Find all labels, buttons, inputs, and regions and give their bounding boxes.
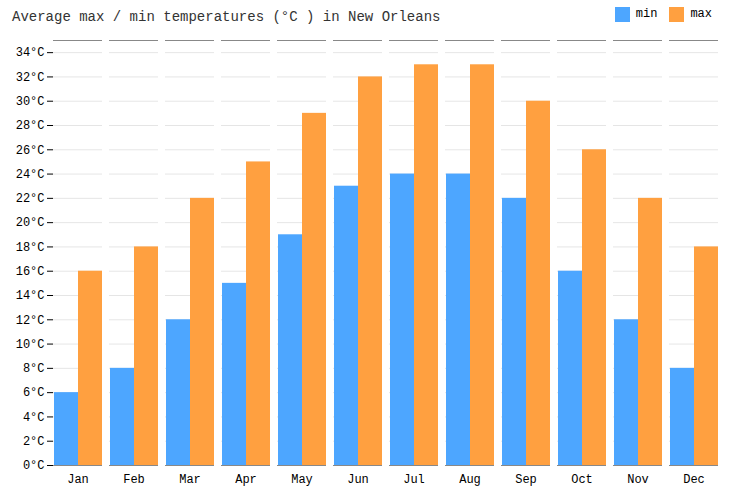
svg-text:Aug: Aug: [459, 473, 481, 487]
svg-text:28°C: 28°C: [16, 119, 45, 133]
svg-text:Mar: Mar: [179, 473, 201, 487]
svg-text:2°C: 2°C: [23, 435, 45, 449]
svg-text:Nov: Nov: [627, 473, 649, 487]
svg-text:34°C: 34°C: [16, 46, 45, 60]
svg-text:10°C: 10°C: [16, 338, 45, 352]
svg-text:Sep: Sep: [515, 473, 537, 487]
svg-text:4°C: 4°C: [23, 411, 45, 425]
svg-text:12°C: 12°C: [16, 314, 45, 328]
svg-text:0°C: 0°C: [23, 459, 45, 473]
svg-text:8°C: 8°C: [23, 362, 45, 376]
svg-text:18°C: 18°C: [16, 241, 45, 255]
svg-text:24°C: 24°C: [16, 168, 45, 182]
svg-text:Apr: Apr: [235, 473, 257, 487]
svg-text:Jan: Jan: [67, 473, 89, 487]
svg-text:22°C: 22°C: [16, 192, 45, 206]
html-text:Average max / min temperatures: Average max / min temperatures (°C ) in …: [12, 9, 441, 25]
svg-text:20°C: 20°C: [16, 216, 45, 230]
svg-text:Oct: Oct: [571, 473, 593, 487]
html-text:min: min: [635, 7, 658, 21]
svg-text:Jun: Jun: [347, 473, 369, 487]
html-text:max: max: [690, 7, 712, 21]
svg-text:Dec: Dec: [683, 473, 705, 487]
svg-text:26°C: 26°C: [16, 144, 45, 158]
svg-text:32°C: 32°C: [16, 71, 45, 85]
svg-text:Jul: Jul: [403, 473, 425, 487]
svg-text:30°C: 30°C: [16, 95, 45, 109]
svg-text:16°C: 16°C: [16, 265, 45, 279]
svg-text:6°C: 6°C: [23, 386, 45, 400]
svg-text:Feb: Feb: [123, 473, 145, 487]
svg-text:14°C: 14°C: [16, 289, 45, 303]
svg-text:May: May: [291, 473, 313, 487]
